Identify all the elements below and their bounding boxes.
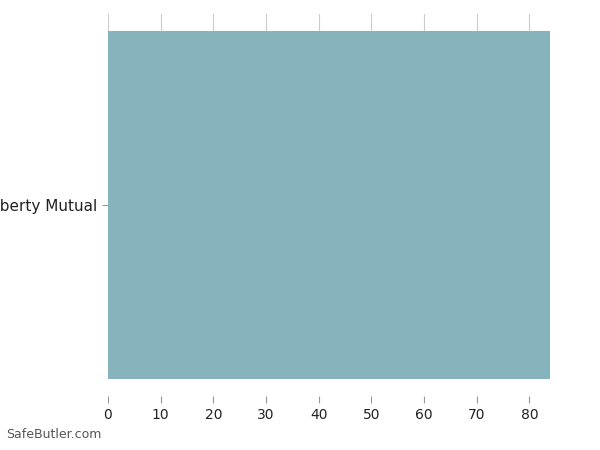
Text: SafeButler.com: SafeButler.com [6, 428, 101, 441]
